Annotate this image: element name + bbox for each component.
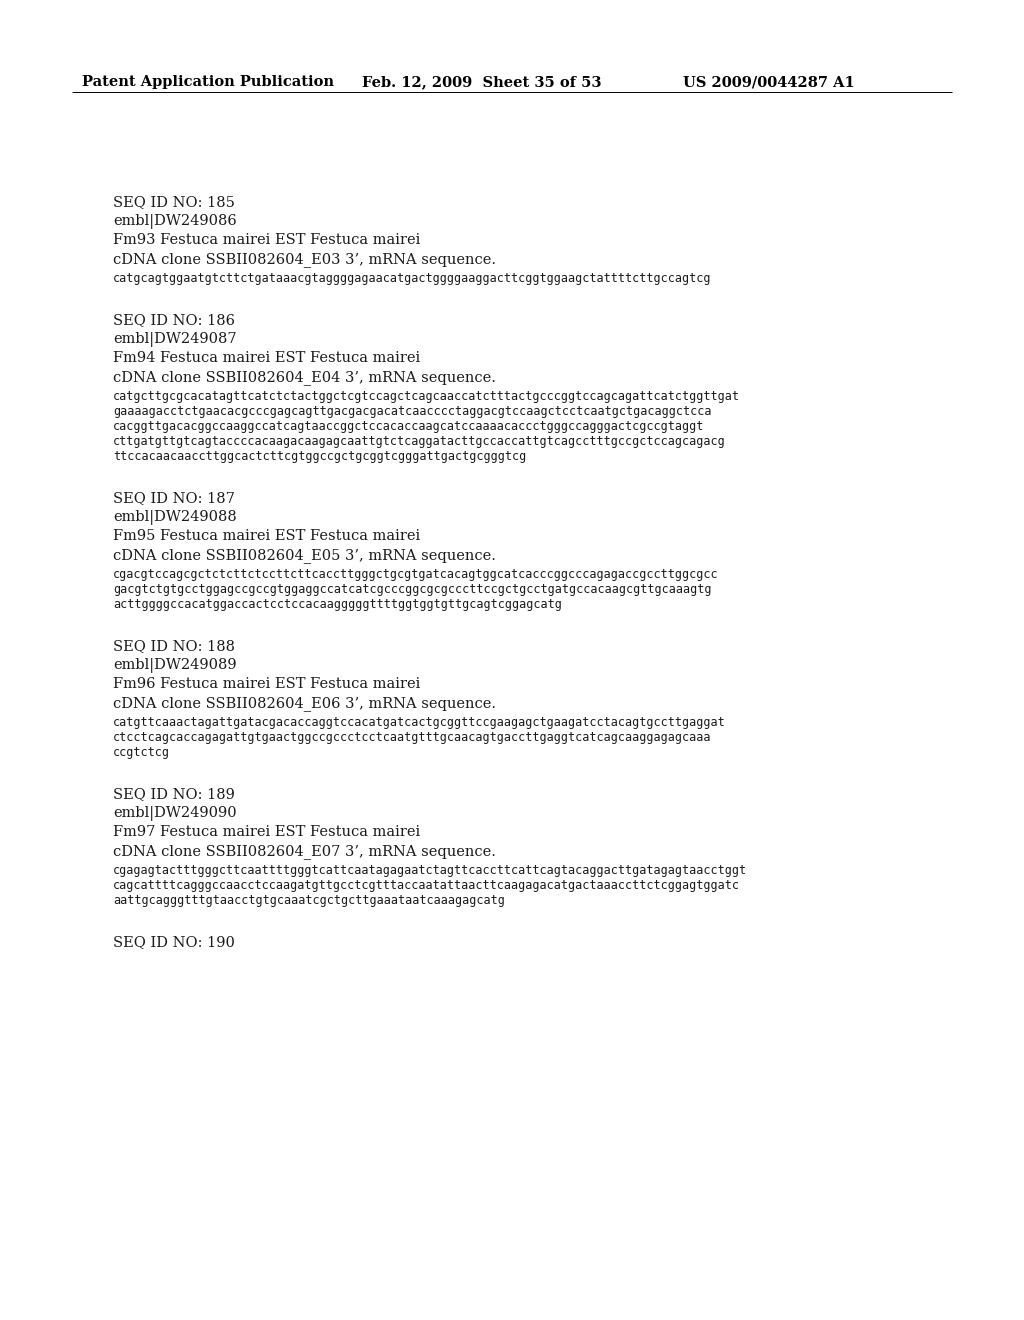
Text: cgagagtactttgggcttcaattttgggtcattcaatagagaatctagttcaccttcattcagtacaggacttgatagag: cgagagtactttgggcttcaattttgggtcattcaataga… [113, 865, 748, 876]
Text: cDNA clone SSBII082604_E06 3’, mRNA sequence.: cDNA clone SSBII082604_E06 3’, mRNA sequ… [113, 696, 496, 711]
Text: cDNA clone SSBII082604_E05 3’, mRNA sequence.: cDNA clone SSBII082604_E05 3’, mRNA sequ… [113, 548, 496, 562]
Text: cacggttgacacggccaaggccatcagtaaccggctccacaccaagcatccaaaacaccctgggccagggactcgccgta: cacggttgacacggccaaggccatcagtaaccggctccac… [113, 420, 705, 433]
Text: cttgatgttgtcagtaccccacaagacaagagcaattgtctcaggatacttgccaccattgtcagcctttgccgctccag: cttgatgttgtcagtaccccacaagacaagagcaattgtc… [113, 436, 726, 447]
Text: gaaaagacctctgaacacgcccgagcagttgacgacgacatcaacccctaggacgtccaagctcctcaatgctgacaggc: gaaaagacctctgaacacgcccgagcagttgacgacgaca… [113, 405, 712, 418]
Text: Patent Application Publication: Patent Application Publication [82, 75, 334, 88]
Text: acttggggccacatggaccactcctccacaagggggttttggtggtgttgcagtcggagcatg: acttggggccacatggaccactcctccacaagggggtttt… [113, 598, 562, 611]
Text: cgacgtccagcgctctcttctccttcttcaccttgggctgcgtgatcacagtggcatcacccggcccagagaccgccttg: cgacgtccagcgctctcttctccttcttcaccttgggctg… [113, 568, 719, 581]
Text: aattgcagggtttgtaacctgtgcaaatcgctgcttgaaataatcaaagagcatg: aattgcagggtttgtaacctgtgcaaatcgctgcttgaaa… [113, 894, 505, 907]
Text: SEQ ID NO: 186: SEQ ID NO: 186 [113, 313, 234, 327]
Text: SEQ ID NO: 187: SEQ ID NO: 187 [113, 491, 234, 506]
Text: embl|DW249088: embl|DW249088 [113, 510, 237, 525]
Text: cDNA clone SSBII082604_E04 3’, mRNA sequence.: cDNA clone SSBII082604_E04 3’, mRNA sequ… [113, 370, 496, 385]
Text: Fm94 Festuca mairei EST Festuca mairei: Fm94 Festuca mairei EST Festuca mairei [113, 351, 420, 366]
Text: embl|DW249089: embl|DW249089 [113, 657, 237, 673]
Text: catgttcaaactagattgatacgacaccaggtccacatgatcactgcggttccgaagagctgaagatcctacagtgcctt: catgttcaaactagattgatacgacaccaggtccacatga… [113, 715, 726, 729]
Text: catgcttgcgcacatagttcatctctactggctcgtccagctcagcaaccatctttactgcccggtccagcagattcatc: catgcttgcgcacatagttcatctctactggctcgtccag… [113, 389, 740, 403]
Text: catgcagtggaatgtcttctgataaacgtaggggagaacatgactggggaaggacttcggtggaagctattttcttgcca: catgcagtggaatgtcttctgataaacgtaggggagaaca… [113, 272, 712, 285]
Text: ccgtctcg: ccgtctcg [113, 746, 170, 759]
Text: gacgtctgtgcctggagccgccgtggaggccatcatcgcccggcgcgcccttccgctgcctgatgccacaagcgttgcaa: gacgtctgtgcctggagccgccgtggaggccatcatcgcc… [113, 583, 712, 597]
Text: embl|DW249090: embl|DW249090 [113, 807, 237, 821]
Text: SEQ ID NO: 185: SEQ ID NO: 185 [113, 195, 234, 209]
Text: US 2009/0044287 A1: US 2009/0044287 A1 [683, 75, 855, 88]
Text: SEQ ID NO: 188: SEQ ID NO: 188 [113, 639, 234, 653]
Text: cagcattttcagggccaacctccaagatgttgcctcgtttaccaatattaacttcaagagacatgactaaaccttctcgg: cagcattttcagggccaacctccaagatgttgcctcgttt… [113, 879, 740, 892]
Text: Fm93 Festuca mairei EST Festuca mairei: Fm93 Festuca mairei EST Festuca mairei [113, 234, 421, 247]
Text: SEQ ID NO: 189: SEQ ID NO: 189 [113, 787, 234, 801]
Text: cDNA clone SSBII082604_E03 3’, mRNA sequence.: cDNA clone SSBII082604_E03 3’, mRNA sequ… [113, 252, 496, 267]
Text: Fm95 Festuca mairei EST Festuca mairei: Fm95 Festuca mairei EST Festuca mairei [113, 529, 420, 543]
Text: ttccacaacaaccttggcactcttcgtggccgctgcggtcgggattgactgcgggtcg: ttccacaacaaccttggcactcttcgtggccgctgcggtc… [113, 450, 526, 463]
Text: Fm96 Festuca mairei EST Festuca mairei: Fm96 Festuca mairei EST Festuca mairei [113, 677, 421, 690]
Text: ctcctcagcaccagagattgtgaactggccgccctcctcaatgtttgcaacagtgaccttgaggtcatcagcaaggagag: ctcctcagcaccagagattgtgaactggccgccctcctca… [113, 731, 712, 744]
Text: embl|DW249087: embl|DW249087 [113, 333, 237, 347]
Text: Fm97 Festuca mairei EST Festuca mairei: Fm97 Festuca mairei EST Festuca mairei [113, 825, 420, 840]
Text: embl|DW249086: embl|DW249086 [113, 214, 237, 228]
Text: cDNA clone SSBII082604_E07 3’, mRNA sequence.: cDNA clone SSBII082604_E07 3’, mRNA sequ… [113, 843, 496, 859]
Text: Feb. 12, 2009  Sheet 35 of 53: Feb. 12, 2009 Sheet 35 of 53 [362, 75, 601, 88]
Text: SEQ ID NO: 190: SEQ ID NO: 190 [113, 935, 234, 949]
